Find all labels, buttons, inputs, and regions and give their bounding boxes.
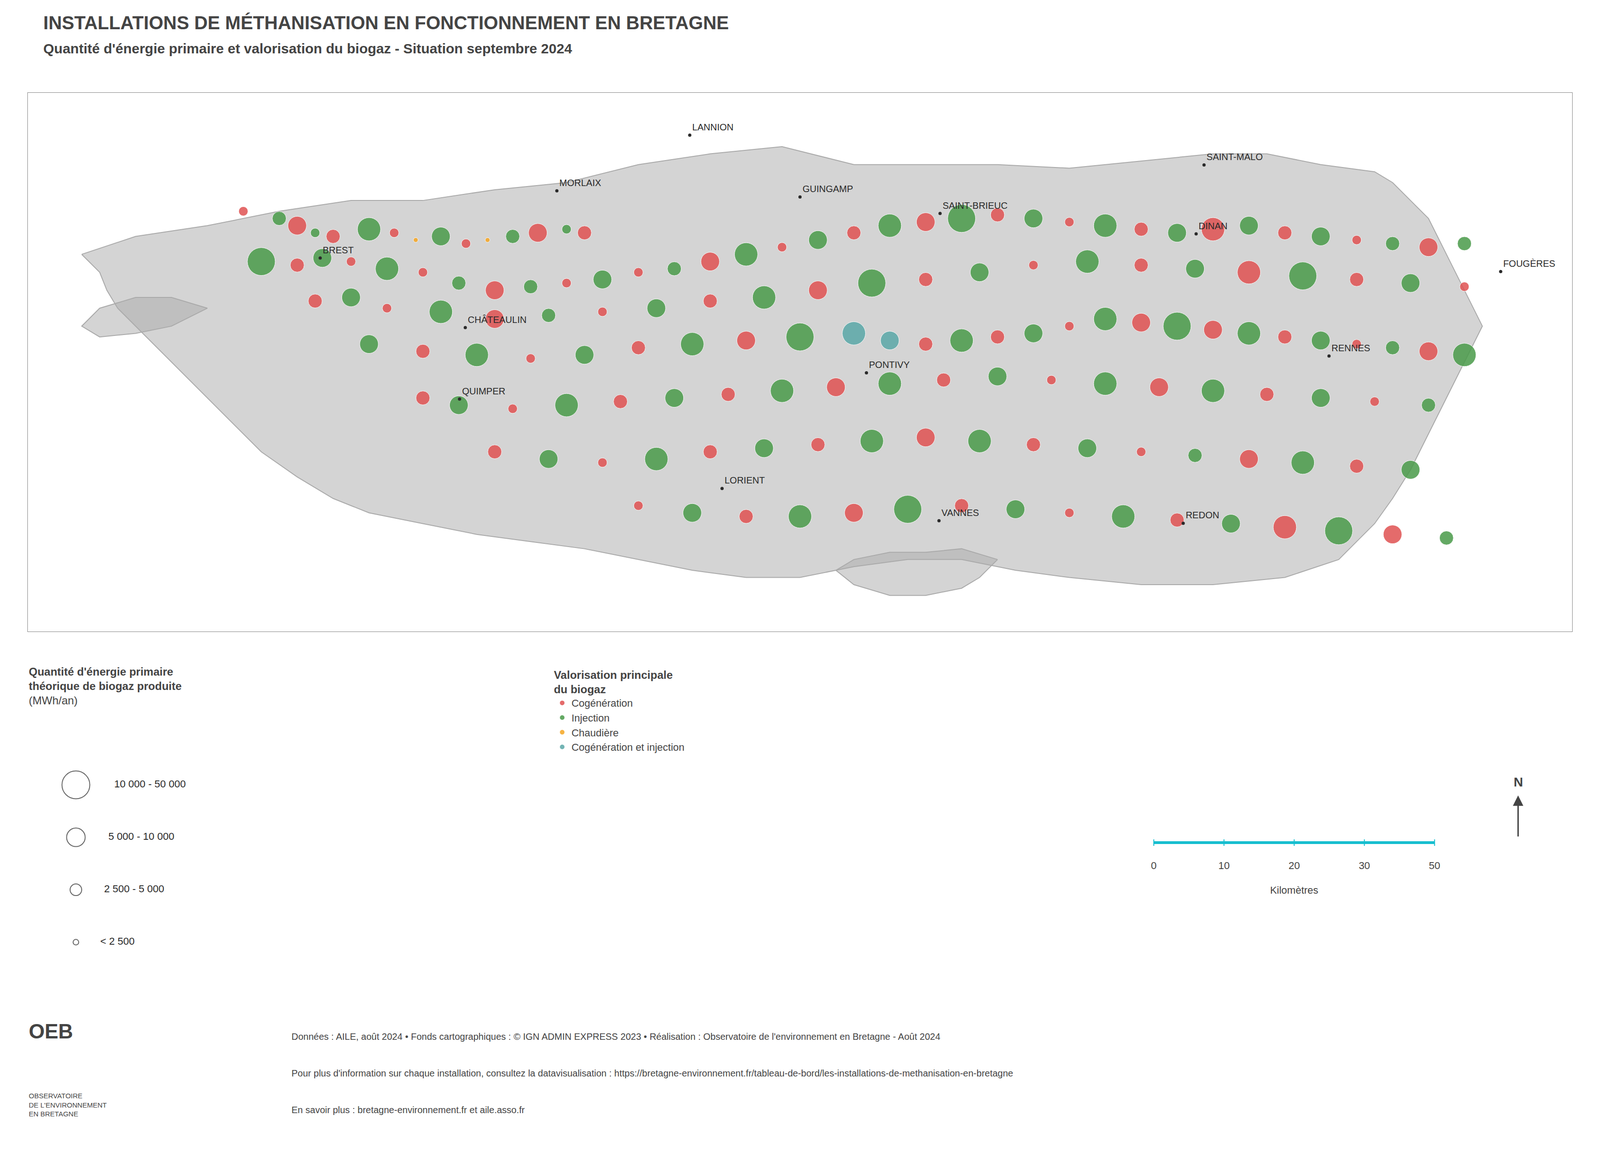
svg-text:DINAN: DINAN bbox=[1198, 220, 1228, 232]
svg-text:LANNION: LANNION bbox=[692, 122, 734, 133]
svg-text:Quantité d'énergie primairethé: Quantité d'énergie primairethéorique de … bbox=[28, 665, 182, 707]
svg-text:Kilomètres: Kilomètres bbox=[1269, 884, 1319, 897]
svg-text:INSTALLATIONS DE MÉTHANISATION: INSTALLATIONS DE MÉTHANISATION EN FONCTI… bbox=[43, 12, 729, 57]
svg-text:Cogénération et injection: Cogénération et injection bbox=[571, 741, 685, 754]
svg-text:10 000 - 50 000: 10 000 - 50 000 bbox=[93, 778, 186, 791]
svg-text:N: N bbox=[1513, 775, 1523, 790]
svg-text:FOUGÈRES: FOUGÈRES bbox=[1502, 258, 1555, 269]
svg-text:Valorisation principaledu biog: Valorisation principaledu biogaz bbox=[553, 668, 673, 696]
svg-text:Données : AILE, août 2024 • Fo: Données : AILE, août 2024 • Fonds cartog… bbox=[291, 1031, 941, 1043]
svg-text:5 000 - 10 000: 5 000 - 10 000 bbox=[88, 830, 175, 843]
svg-text:En savoir plus : bretagne-envi: En savoir plus : bretagne-environnement.… bbox=[291, 1105, 525, 1116]
svg-text:REDON: REDON bbox=[1185, 510, 1219, 521]
svg-text:VANNES: VANNES bbox=[941, 507, 979, 519]
svg-text:LORIENT: LORIENT bbox=[724, 475, 765, 486]
svg-text:CHÂTEAULIN: CHÂTEAULIN bbox=[467, 314, 527, 325]
svg-text:OBSERVATOIREDE L'ENVIRONNEMENT: OBSERVATOIREDE L'ENVIRONNEMENTEN BRETAGN… bbox=[28, 1092, 107, 1119]
svg-text:Chaudière: Chaudière bbox=[571, 727, 619, 739]
svg-text:< 2 500: < 2 500 bbox=[79, 935, 135, 948]
svg-text:QUIMPER: QUIMPER bbox=[461, 386, 506, 397]
svg-text:GUINGAMP: GUINGAMP bbox=[802, 183, 854, 195]
svg-text:SAINT-BRIEUC: SAINT-BRIEUC bbox=[942, 200, 1008, 211]
svg-text:30: 30 bbox=[1358, 860, 1370, 872]
svg-text:RENNES: RENNES bbox=[1331, 343, 1371, 354]
svg-text:PONTIVY: PONTIVY bbox=[868, 359, 910, 370]
svg-text:MORLAIX: MORLAIX bbox=[559, 177, 602, 188]
svg-text:2 500 - 5 000: 2 500 - 5 000 bbox=[83, 883, 165, 895]
svg-text:Injection: Injection bbox=[571, 712, 610, 725]
svg-text:Cogénération: Cogénération bbox=[571, 697, 633, 710]
svg-text:50: 50 bbox=[1428, 860, 1440, 872]
svg-text:SAINT-MALO: SAINT-MALO bbox=[1206, 151, 1263, 162]
svg-text:BREST: BREST bbox=[322, 245, 354, 256]
svg-text:0: 0 bbox=[1151, 860, 1157, 872]
svg-text:20: 20 bbox=[1288, 860, 1300, 872]
svg-text:10: 10 bbox=[1218, 860, 1230, 872]
svg-text:Pour plus d'information sur ch: Pour plus d'information sur chaque insta… bbox=[291, 1068, 1014, 1079]
svg-text:OEB: OEB bbox=[28, 1020, 73, 1043]
